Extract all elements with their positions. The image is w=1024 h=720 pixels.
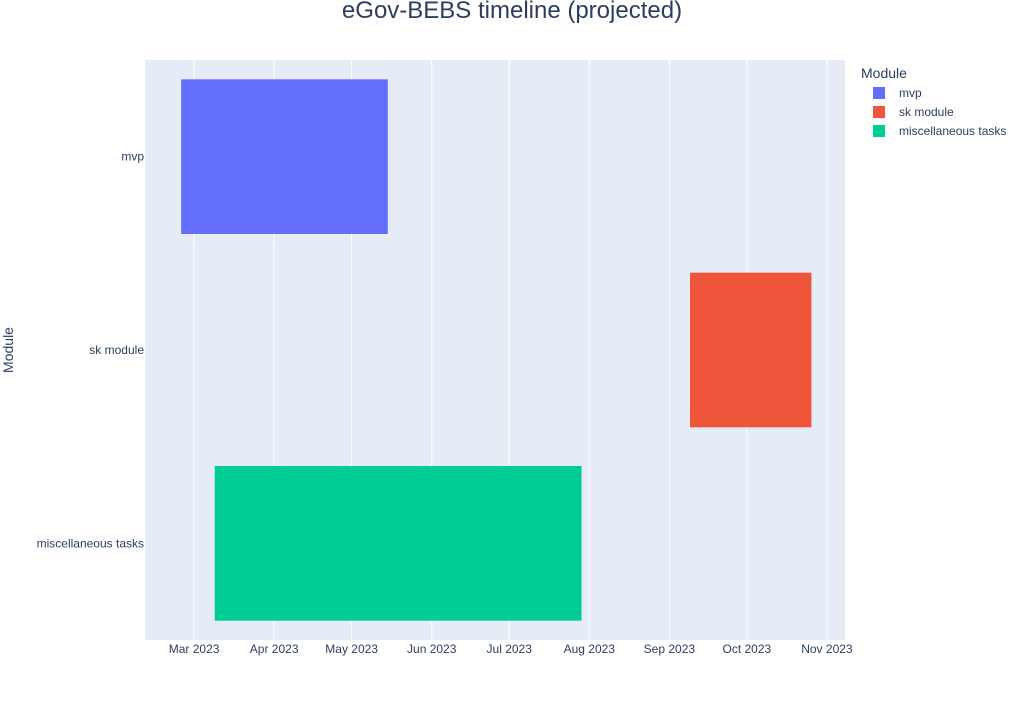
x-tick-label: Sep 2023 [644, 642, 696, 656]
x-tick-label: Nov 2023 [801, 642, 853, 656]
bar-mvp [181, 79, 388, 234]
legend-item-label[interactable]: miscellaneous tasks [899, 124, 1006, 138]
y-axis-title: Module [0, 327, 16, 373]
x-tick-label: Jul 2023 [487, 642, 533, 656]
y-axis-ticks: mvp sk module miscellaneous tasks [37, 150, 145, 551]
legend: Module mvp sk module miscellaneous tasks [861, 65, 1006, 138]
y-tick-label: miscellaneous tasks [37, 536, 144, 550]
x-axis-ticks: Mar 2023 Apr 2023 May 2023 Jun 2023 Jul 2023… [169, 642, 853, 656]
legend-items: mvp sk module miscellaneous tasks [873, 86, 1006, 138]
y-tick-label: sk module [89, 343, 144, 357]
legend-title: Module [861, 65, 907, 81]
bars [181, 79, 812, 621]
legend-item-label[interactable]: mvp [899, 86, 922, 100]
y-tick-label: mvp [121, 150, 144, 164]
legend-swatch[interactable] [873, 87, 885, 99]
x-tick-label: May 2023 [325, 642, 378, 656]
legend-swatch[interactable] [873, 106, 885, 118]
x-tick-label: Aug 2023 [564, 642, 616, 656]
chart-title: eGov-BEBS timeline (projected) [342, 0, 682, 24]
x-tick-label: Oct 2023 [722, 642, 771, 656]
legend-item-label[interactable]: sk module [899, 105, 954, 119]
bar-sk-module [690, 272, 812, 428]
legend-swatch[interactable] [873, 125, 885, 137]
x-tick-label: Apr 2023 [250, 642, 299, 656]
x-tick-label: Jun 2023 [407, 642, 457, 656]
x-tick-label: Mar 2023 [169, 642, 220, 656]
bar-miscellaneous-tasks [214, 466, 582, 621]
